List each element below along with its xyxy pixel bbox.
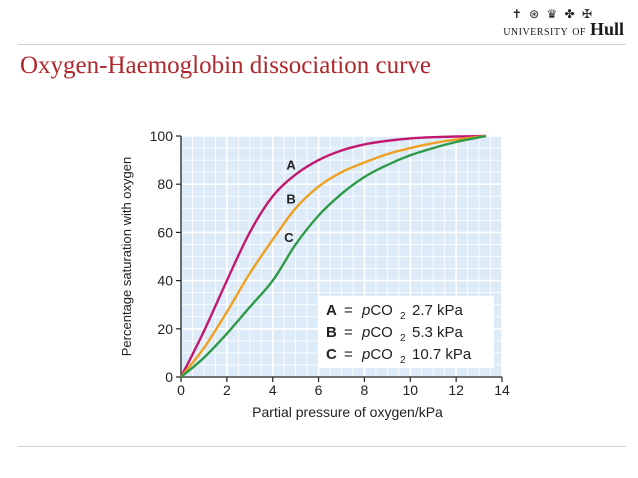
y-tick-label: 40 [157, 273, 173, 289]
logo-of: OF [572, 27, 586, 38]
legend-box [318, 296, 494, 368]
legend-equals: = [344, 324, 353, 341]
legend-subscript: 2 [400, 333, 406, 344]
legend-equals: = [344, 346, 353, 363]
x-tick-label: 12 [448, 382, 464, 398]
header-divider [18, 44, 626, 45]
curve-label-c: C [284, 230, 294, 245]
legend-label: pCO [361, 324, 393, 341]
university-logo: ✝ ⊛ ♛ ✤ ✠ UNIVERSITY OF Hull [503, 8, 624, 42]
legend-label: pCO [361, 302, 393, 319]
slide-title: Oxygen-Haemoglobin dissociation curve [20, 52, 432, 79]
x-tick-label: 10 [402, 382, 418, 398]
logo-hull: Hull [589, 19, 624, 39]
series-line-a [179, 134, 487, 378]
legend-key-b: B [326, 324, 337, 341]
legend-value: 5.3 kPa [412, 324, 464, 341]
legend-key-c: C [326, 346, 337, 363]
curve-label-a: A [286, 158, 296, 173]
y-tick-label: 80 [157, 176, 173, 192]
legend-label: pCO [361, 346, 393, 363]
y-tick-label: 0 [165, 369, 173, 385]
y-tick-label: 100 [150, 128, 174, 144]
x-axis-title: Partial pressure of oxygen/kPa [252, 404, 443, 420]
legend-key-a: A [326, 302, 337, 319]
legend-equals: = [344, 302, 353, 319]
crest-icon: ✝ ⊛ ♛ ✤ ✠ [511, 7, 594, 21]
y-tick-label: 60 [157, 224, 173, 240]
x-tick-label: 14 [494, 382, 510, 398]
y-tick-label: 20 [157, 321, 173, 337]
series-line-b [180, 134, 487, 378]
x-tick-label: 8 [361, 382, 369, 398]
logo-university: UNIVERSITY [503, 27, 569, 38]
footer-divider [18, 446, 626, 447]
legend-value: 10.7 kPa [412, 346, 472, 363]
x-tick-label: 2 [223, 382, 231, 398]
legend-subscript: 2 [400, 311, 406, 322]
x-tick-label: 6 [315, 382, 323, 398]
y-axis-title: Percentage saturation with oxygen [119, 157, 134, 356]
logo-wordmark: UNIVERSITY OF Hull [503, 20, 624, 42]
legend-value: 2.7 kPa [412, 302, 464, 319]
series-line-c [180, 134, 487, 378]
curve-label-b: B [286, 191, 295, 206]
legend-subscript: 2 [400, 355, 406, 366]
x-tick-label: 0 [177, 382, 185, 398]
x-tick-label: 4 [269, 382, 277, 398]
